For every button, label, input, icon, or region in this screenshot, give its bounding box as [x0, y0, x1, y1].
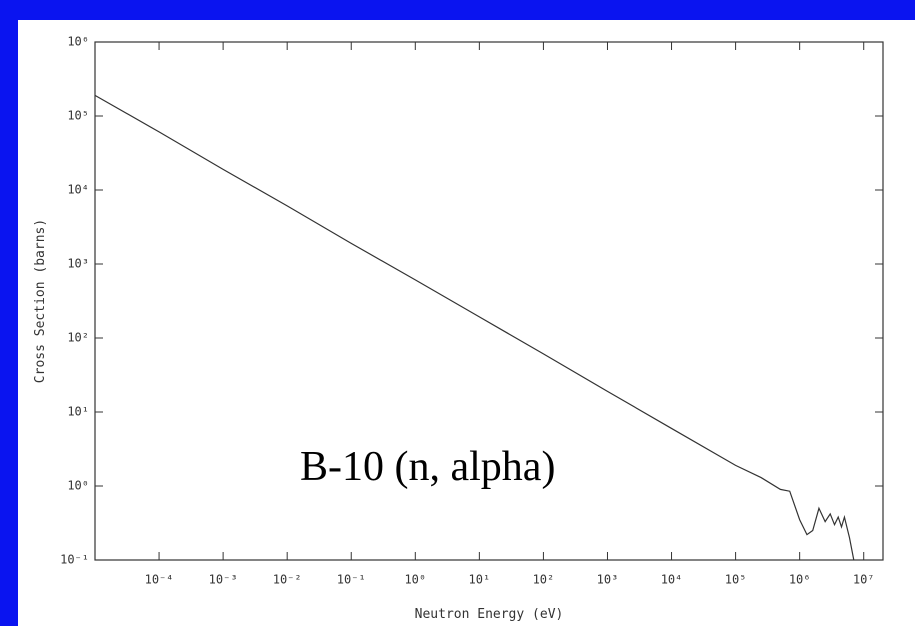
y-tick-label: 10⁵ [67, 109, 89, 123]
x-tick-label: 10² [533, 573, 555, 587]
plot-frame [94, 41, 884, 561]
data-line [94, 94, 855, 561]
x-tick-label: 10⁻³ [209, 573, 238, 587]
y-tick-label: 10⁶ [67, 35, 89, 49]
x-tick-label: 10³ [597, 573, 619, 587]
annotation: B-10 (n, alpha) [300, 444, 555, 490]
x-tick-label: 10⁻⁴ [145, 573, 174, 587]
y-axis-label: Cross Section (barns) [33, 219, 48, 383]
x-tick-label: 10⁴ [661, 573, 683, 587]
y-tick-label: 10⁰ [67, 479, 89, 493]
y-tick-label: 10² [67, 331, 89, 345]
x-tick-label: 10⁵ [725, 573, 747, 587]
x-tick-label: 10¹ [469, 573, 491, 587]
panel [18, 20, 915, 626]
y-tick-label: 10⁻¹ [60, 553, 89, 567]
y-tick-label: 10³ [67, 257, 89, 271]
x-axis-label: Neutron Energy (eV) [415, 607, 564, 622]
x-tick-label: 10⁻¹ [337, 573, 366, 587]
x-tick-label: 10⁷ [853, 573, 875, 587]
y-tick-label: 10¹ [67, 405, 89, 419]
y-tick-label: 10⁴ [67, 183, 89, 197]
x-tick-label: 10⁻² [273, 573, 302, 587]
x-tick-label: 10⁰ [404, 573, 426, 587]
x-tick-label: 10⁶ [789, 573, 811, 587]
